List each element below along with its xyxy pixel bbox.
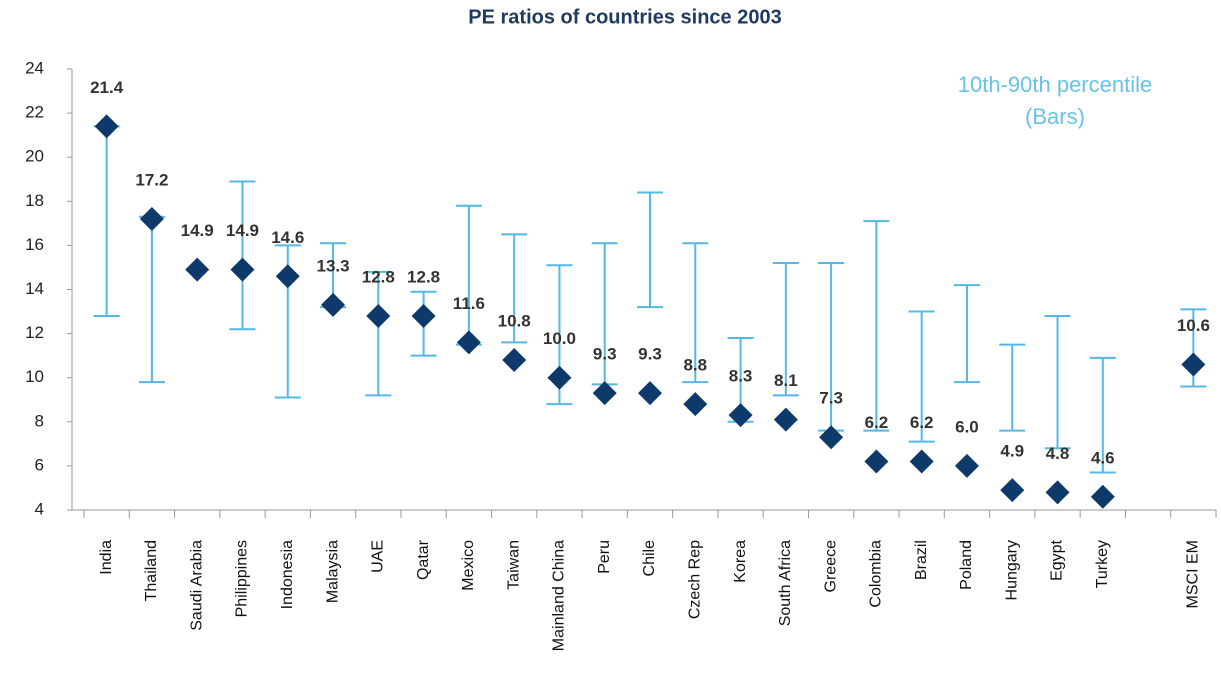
value-label: 21.4 bbox=[90, 78, 124, 97]
value-label: 13.3 bbox=[316, 256, 349, 275]
x-tick-label: Brazil bbox=[913, 540, 930, 580]
y-tick-label: 12 bbox=[25, 323, 44, 342]
value-label: 4.9 bbox=[1000, 442, 1024, 461]
marker bbox=[456, 330, 481, 355]
value-label: 14.9 bbox=[181, 221, 214, 240]
marker bbox=[864, 449, 889, 474]
annotation: 10th-90th percentile bbox=[958, 72, 1152, 97]
marker bbox=[683, 392, 708, 417]
x-tick-label: Peru bbox=[596, 540, 613, 574]
annotation: (Bars) bbox=[1025, 104, 1085, 129]
value-label: 11.6 bbox=[453, 294, 485, 313]
x-tick-label: Hungary bbox=[1003, 540, 1020, 600]
x-tick-label: Greece bbox=[822, 540, 839, 593]
marker bbox=[909, 449, 934, 474]
x-tick-label: Taiwan bbox=[505, 540, 522, 590]
y-tick-label: 24 bbox=[25, 58, 44, 77]
value-label: 7.3 bbox=[819, 389, 843, 408]
x-tick-label: Egypt bbox=[1049, 539, 1066, 580]
x-tick-label: Thailand bbox=[143, 540, 160, 601]
x-tick-label: India bbox=[98, 540, 115, 575]
value-label: 6.2 bbox=[910, 413, 934, 432]
value-label: 8.1 bbox=[774, 371, 798, 390]
marker bbox=[819, 425, 844, 450]
x-tick-label: Saudi Arabia bbox=[188, 540, 205, 631]
x-tick-label: Czech Rep bbox=[686, 540, 703, 619]
value-label: 12.8 bbox=[407, 267, 440, 286]
value-label: 10.8 bbox=[498, 312, 531, 331]
marker bbox=[1000, 478, 1025, 503]
y-tick-label: 4 bbox=[35, 499, 44, 518]
marker bbox=[321, 292, 346, 317]
value-label: 6.0 bbox=[955, 417, 979, 436]
value-label: 8.8 bbox=[683, 356, 707, 375]
marker bbox=[230, 257, 255, 282]
x-tick-label: Mainland China bbox=[551, 540, 568, 651]
y-tick-label: 10 bbox=[25, 367, 44, 386]
marker bbox=[139, 206, 164, 231]
x-tick-label: Qatar bbox=[415, 539, 432, 580]
x-tick-label: South Africa bbox=[777, 540, 794, 626]
marker bbox=[954, 453, 979, 478]
y-tick-label: 20 bbox=[25, 147, 44, 166]
value-label: 17.2 bbox=[135, 170, 168, 189]
x-tick-label: Turkey bbox=[1094, 540, 1111, 588]
value-label: 4.8 bbox=[1046, 444, 1070, 463]
marker bbox=[275, 264, 300, 289]
value-label: 10.6 bbox=[1177, 316, 1210, 335]
marker bbox=[638, 381, 662, 406]
x-tick-label: Indonesia bbox=[279, 540, 296, 609]
x-tick-label: Korea bbox=[732, 540, 749, 583]
marker bbox=[1045, 480, 1070, 505]
y-tick-label: 8 bbox=[35, 411, 44, 430]
marker bbox=[728, 403, 753, 428]
x-tick-label: MSCI EM bbox=[1185, 540, 1202, 608]
x-tick-label: Colombia bbox=[868, 540, 885, 608]
y-tick-label: 22 bbox=[25, 103, 44, 122]
marker bbox=[185, 257, 210, 282]
y-tick-label: 18 bbox=[25, 191, 44, 210]
value-label: 9.3 bbox=[638, 345, 662, 364]
value-label: 8.3 bbox=[729, 367, 753, 386]
y-tick-label: 14 bbox=[25, 279, 44, 298]
value-label: 6.2 bbox=[865, 413, 889, 432]
x-tick-label: Poland bbox=[958, 540, 975, 590]
marker bbox=[1181, 352, 1206, 377]
x-tick-label: UAE bbox=[370, 540, 387, 573]
marker bbox=[592, 381, 617, 406]
chart-title: PE ratios of countries since 2003 bbox=[468, 6, 781, 28]
y-tick-label: 6 bbox=[35, 455, 44, 474]
marker bbox=[366, 303, 391, 328]
x-tick-label: Chile bbox=[641, 540, 658, 577]
x-tick-label: Malaysia bbox=[324, 540, 341, 603]
marker bbox=[773, 407, 798, 432]
value-label: 10.0 bbox=[543, 329, 576, 348]
y-tick-label: 16 bbox=[25, 235, 44, 254]
value-label: 9.3 bbox=[593, 345, 617, 364]
marker bbox=[547, 365, 572, 390]
marker bbox=[1090, 484, 1115, 509]
value-label: 12.8 bbox=[362, 267, 395, 286]
x-tick-label: Mexico bbox=[460, 540, 477, 591]
value-label: 14.6 bbox=[271, 228, 304, 247]
value-label: 14.9 bbox=[226, 221, 259, 240]
marker bbox=[94, 114, 119, 139]
marker bbox=[411, 303, 436, 328]
marker bbox=[502, 348, 527, 373]
value-label: 4.6 bbox=[1091, 448, 1115, 467]
x-tick-label: Philippines bbox=[234, 540, 251, 617]
